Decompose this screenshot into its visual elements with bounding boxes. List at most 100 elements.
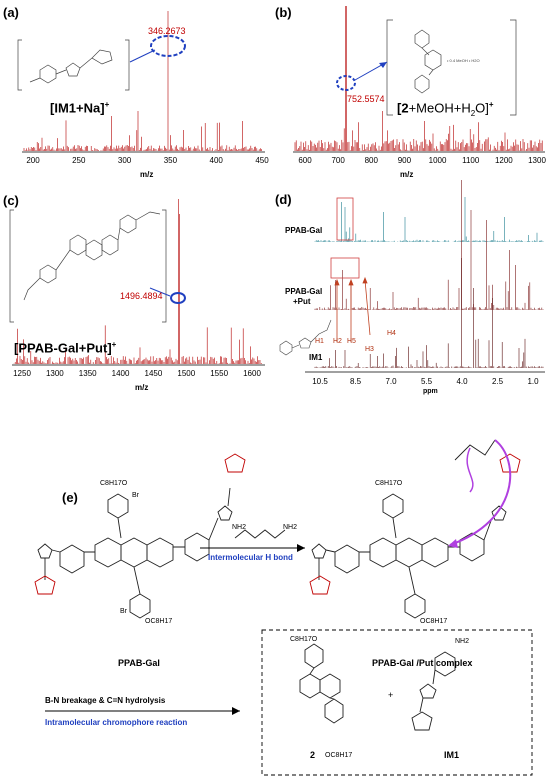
bromo-label-left-2: Br [120,608,127,615]
trace-label-mid-sub: +Put [293,297,311,306]
product2-octyl-tail: OC8H17 [325,752,353,759]
proton-h5: H5 [347,338,356,345]
species-b-close: O] [475,100,489,116]
panel-b-label: (b) [275,5,292,20]
xtick-label: 1300 [45,369,64,378]
peak-highlight-a [150,35,186,57]
xtick-label: 5.5 [420,377,433,386]
species-b-main: 2 [401,100,409,116]
panel-c-label: (c) [3,193,19,208]
proton-arrows [334,276,371,342]
xtick-label: 400 [209,156,223,165]
ppab-gal-put-structure-icon [9,209,167,323]
xtick-label: 1250 [13,369,31,378]
xtick-label: 8.5 [349,377,362,386]
panel-e-label: (e) [62,490,78,505]
hbond-arrow-purple [449,439,512,546]
xlabel-a: m/z [140,170,154,179]
xtick-label: 7.0 [385,377,397,386]
xtick-label: 1350 [78,369,97,378]
nmr-highlight-top [336,197,354,241]
panel-c: (c) 1496.4894 [PPAB-Gal+Put]+ 1250 1300 13… [0,190,275,400]
im1-structure-icon [17,39,130,91]
xtick-label: 800 [364,156,378,165]
panel-d-label: (d) [275,192,292,207]
octyl-tail-right: OC8H17 [420,618,448,625]
xlabel-c: m/z [135,383,149,392]
im1-small-structure-icon [279,319,332,356]
xtick-label: 300 [117,156,132,165]
species-c: [PPAB-Gal+Put]+ [14,340,116,355]
xtick-label: 1600 [243,369,261,378]
panel-a-label: (a) [3,5,19,20]
xtick-label: 1450 [144,369,163,378]
compound-label-left: PPAB-Gal [118,658,160,668]
product2-octyl: C8H17O [290,636,318,643]
compound2-structure-icon [386,19,517,116]
peak-value-b: 752.5574 [347,94,385,104]
xtick-label: 1000 [428,156,447,165]
proton-h4: H4 [387,330,396,337]
xtick-label: 450 [255,156,269,165]
amine-label-put: NH2 [232,524,247,531]
putrescine-structure-icon [234,529,286,539]
xtick-label: 700 [331,156,345,165]
arrow2-text-bottom: Intramolecular chromophore reaction [45,718,188,727]
bromo-label-left: Br [132,492,139,499]
nmr-highlight-mid [330,257,360,279]
panel-a: (a) 346.2673 [IM1+Na]+ 200 250 300 350 400 45… [0,0,275,190]
amine-label-put-2: NH2 [283,524,298,531]
panel-d: (d) PPAB-Gal PPAB-Gal +Put IM1 H1 H2 H5 … [275,170,550,400]
xtick-label: 1100 [462,156,480,165]
panel-b: (b) • 0.4 MeOH • H2O 752.5574 [2+MeOH+H2… [275,0,550,190]
peak-highlight-c [170,292,186,304]
product2-structure-icon [299,643,344,724]
species-b-charge: + [488,100,494,109]
product2-label: 2 [310,750,316,760]
species-b-adduct: +MeOH+H [408,100,471,116]
xlabel-d: ppm [423,388,438,395]
peak-highlight-b [336,75,356,91]
xtick-label: 4.0 [456,377,468,386]
xtick-label: 1.0 [527,377,539,386]
complex-structure-icon [309,439,521,619]
xtick-label: 900 [397,156,412,165]
species-b-sub: 2 [470,108,476,118]
species-a-charge: + [104,100,110,109]
xtick-label: 1500 [177,369,196,378]
xtick-label: 600 [298,156,312,165]
species-a-main: IM1 [54,100,77,116]
im1-amine: NH2 [455,638,470,645]
xtick-label: 1400 [111,369,130,378]
ms-spectrum-b [293,6,545,153]
octyl-label-left: C8H17O [100,480,128,487]
peak-value-a: 346.2673 [148,26,186,36]
species-a-adduct: +Na] [76,100,105,116]
xtick-label: 200 [26,156,40,165]
ms-spectrum-c [9,199,265,366]
products-box [261,629,533,776]
bracket-note-b: • 0.4 MeOH • H2O [447,58,480,63]
trace-label-top: PPAB-Gal [285,226,323,235]
ppab-gal-structure-icon [34,453,246,619]
xtick-label: 10.5 [312,377,328,386]
species-c-main: PPAB-Gal [18,340,79,356]
proton-h1: H1 [315,338,324,345]
xlabel-b: m/z [400,170,414,179]
xtick-label: 350 [163,156,178,165]
species-a-open: [ [50,100,55,116]
trace-label-bot: IM1 [309,353,323,362]
species-b: [2+MeOH+H2O]+ [397,100,494,118]
xtick-label: 250 [72,156,86,165]
proton-h2: H2 [333,338,342,345]
species-c-charge: + [111,340,117,349]
peak-value-c: 1496.4894 [120,291,163,301]
xtick-label: 2.5 [491,377,504,386]
xtick-label: 1300 [528,156,546,165]
panel-e: (e) [0,400,550,782]
octyl-label-right: C8H17O [375,480,403,487]
arrow1-text: Intermolecular H bond [208,553,293,562]
trace-label-mid: PPAB-Gal [285,287,323,296]
complex-label: PPAB-Gal /Put complex [372,658,473,668]
nmr-spectra [279,180,545,373]
